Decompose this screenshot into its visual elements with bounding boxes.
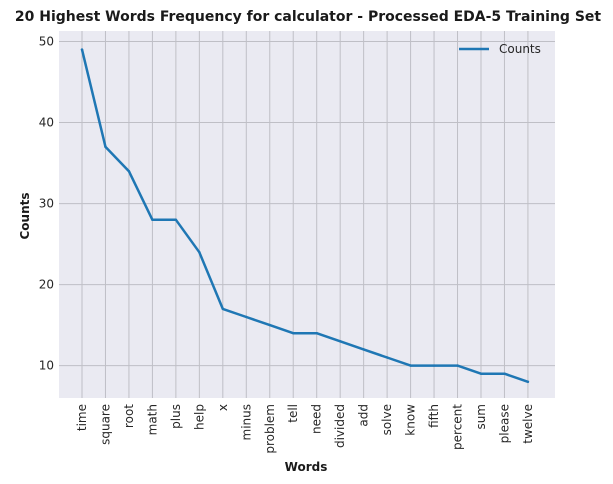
data-point (385, 356, 389, 359)
data-point (104, 145, 107, 149)
data-point (362, 348, 365, 351)
data-point (174, 218, 178, 221)
legend-label: Counts (499, 42, 541, 56)
x-tick-label: percent (451, 404, 465, 450)
x-axis-label: Words (285, 460, 328, 474)
x-tick-label: please (497, 404, 511, 443)
chart-title: 20 Highest Words Frequency for calculato… (15, 9, 602, 25)
x-axis-ticks: time square root math plus help x minus problem t… (75, 404, 535, 454)
series-layer (80, 48, 530, 384)
data-point (338, 340, 342, 343)
y-tick-label: 50 (39, 35, 54, 49)
y-tick-label: 40 (39, 116, 54, 130)
x-tick-label: need (310, 404, 324, 434)
y-axis-label: Counts (18, 192, 32, 239)
data-point (456, 364, 459, 367)
data-point (245, 315, 248, 319)
x-tick-label: tell (286, 404, 300, 423)
x-tick-label: square (98, 404, 112, 445)
data-point (432, 364, 436, 367)
x-tick-label: twelve (521, 404, 535, 444)
data-point (409, 364, 412, 367)
data-point (127, 169, 131, 173)
x-tick-label: root (122, 404, 136, 428)
x-tick-label: problem (263, 404, 277, 454)
x-tick-label: know (404, 404, 418, 436)
data-point (80, 48, 84, 51)
x-tick-label: add (357, 404, 371, 427)
data-point (221, 307, 225, 311)
legend: Counts (459, 42, 541, 56)
x-tick-label: sum (474, 404, 488, 430)
x-tick-label: divided (333, 404, 347, 448)
data-point (503, 372, 506, 375)
data-point (198, 250, 201, 254)
data-point (315, 331, 318, 335)
plot-area (59, 31, 555, 398)
data-point (268, 323, 271, 327)
data-point (151, 218, 154, 221)
y-tick-label: 20 (39, 278, 54, 292)
data-point (292, 331, 295, 335)
x-tick-label: x (216, 404, 230, 411)
x-tick-label: math (145, 404, 159, 435)
y-tick-label: 10 (39, 359, 54, 373)
x-tick-label: help (192, 404, 206, 430)
y-axis-ticks: 10 20 30 40 50 (39, 35, 54, 373)
x-tick-label: plus (169, 404, 183, 429)
data-point (526, 380, 530, 383)
x-tick-label: solve (380, 404, 394, 435)
data-point (479, 372, 483, 375)
grid-lines (59, 31, 555, 398)
y-tick-label: 30 (39, 197, 54, 211)
x-tick-label: time (75, 404, 89, 431)
x-tick-label: minus (239, 404, 253, 441)
x-tick-label: fifth (427, 404, 441, 428)
series-line-counts (80, 48, 530, 384)
